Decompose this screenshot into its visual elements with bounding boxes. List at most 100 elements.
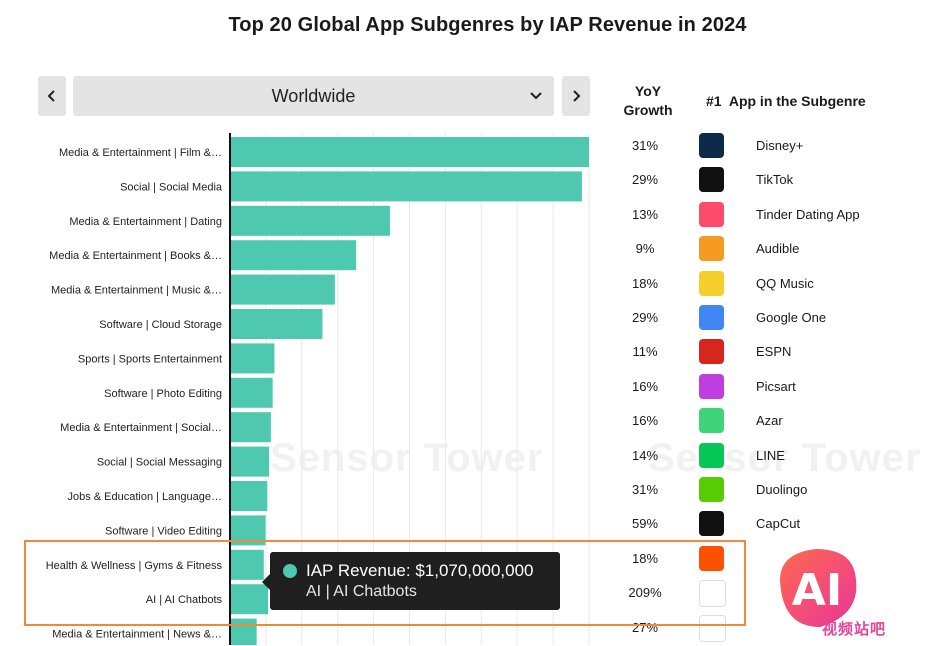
chevron-left-icon — [47, 90, 55, 102]
watermark-text: Sensor Tower — [270, 436, 544, 480]
category-label: Software | Cloud Storage — [99, 319, 222, 331]
app-name: Azar — [756, 413, 783, 429]
line-icon[interactable] — [699, 442, 724, 468]
espn-icon[interactable] — [699, 339, 724, 365]
bar[interactable] — [230, 618, 257, 645]
bar[interactable] — [230, 515, 266, 546]
app-name: Disney+ — [756, 138, 804, 153]
table-row: 31% Disney+ — [600, 130, 945, 164]
bar[interactable] — [230, 446, 270, 477]
yoy-growth-value: 29% — [631, 310, 659, 325]
chart-title: Top 20 Global App Subgenres by IAP Reven… — [228, 14, 747, 36]
app-name: Duolingo — [756, 482, 808, 497]
bar[interactable] — [230, 549, 264, 580]
yoy-growth-value: 18% — [631, 550, 659, 566]
bar-tooltip: IAP Revenue: $1,070,000,000 AI | AI Chat… — [262, 552, 560, 610]
table-row: 31% Duolingo — [600, 474, 945, 508]
region-select-value: Worldwide — [271, 85, 356, 106]
next-region-button[interactable] — [562, 76, 590, 116]
table-row: 13% Tinder Dating App — [600, 199, 945, 233]
table-row: 59% CapCut — [600, 508, 945, 542]
bar[interactable] — [230, 377, 273, 408]
bar[interactable] — [230, 171, 582, 202]
category-label: Media & Entertainment | Books &… — [49, 250, 222, 262]
category-label: Media & Entertainment | Music &… — [51, 285, 222, 297]
yoy-growth-header: YoY Growth — [615, 82, 681, 120]
yoy-header-line1: YoY — [634, 83, 662, 99]
app-name: Tinder Dating App — [756, 206, 860, 222]
nytimes-icon[interactable] — [699, 614, 726, 642]
top-app-header: #1 App in the Subgenre — [706, 93, 866, 109]
category-label: Software | Video Editing — [105, 525, 222, 537]
azar-icon[interactable] — [699, 408, 724, 434]
bar[interactable] — [230, 240, 357, 271]
badge-text: AI — [792, 565, 842, 616]
yoy-growth-value: 16% — [631, 413, 659, 429]
tooltip-value: IAP Revenue: $1,070,000,000 — [306, 561, 534, 580]
tiktok-icon[interactable] — [699, 167, 724, 193]
app-name: ESPN — [756, 344, 792, 360]
table-row: 18% QQ Music — [600, 268, 945, 302]
bar[interactable] — [230, 343, 275, 374]
category-label: Media & Entertainment | Social… — [60, 422, 222, 434]
duolingo-icon[interactable] — [699, 477, 724, 502]
bar[interactable] — [230, 137, 589, 167]
bar[interactable] — [230, 274, 335, 305]
category-label: AI | AI Chatbots — [146, 594, 223, 606]
table-row: 29% Google One — [600, 302, 945, 336]
tooltip-series-dot — [283, 564, 297, 578]
bar[interactable] — [230, 205, 390, 236]
chevron-right-icon — [573, 90, 581, 102]
picsart-icon[interactable] — [699, 373, 724, 399]
bar[interactable] — [230, 309, 323, 339]
yoy-growth-value: 29% — [631, 172, 659, 188]
previous-region-button[interactable] — [38, 76, 66, 116]
strava-icon[interactable] — [699, 545, 724, 571]
capcut-icon[interactable] — [699, 511, 724, 537]
bar[interactable] — [230, 412, 271, 443]
app-name: Audible — [756, 241, 800, 257]
table-row: 9% Audible — [600, 233, 945, 267]
tinder-icon[interactable] — [699, 201, 724, 227]
category-label: Health & Wellness | Gyms & Fitness — [46, 560, 223, 572]
watermark-text-right: Sensor Tower — [648, 436, 922, 480]
category-label: Jobs & Education | Language… — [67, 491, 222, 503]
disney-plus-icon[interactable] — [699, 133, 724, 158]
table-row: 27% — [600, 612, 945, 646]
category-label: Media & Entertainment | Film &… — [59, 147, 222, 159]
yoy-growth-value: 16% — [631, 378, 659, 394]
yoy-growth-value: 18% — [631, 275, 659, 291]
table-row: 14% LINE — [600, 440, 945, 474]
qq-music-icon[interactable] — [699, 270, 724, 296]
category-label: Media & Entertainment | News &… — [52, 629, 222, 641]
table-row: 16% Azar — [600, 405, 945, 439]
region-select[interactable]: Worldwide — [73, 76, 554, 116]
chatgpt-icon[interactable] — [699, 580, 726, 608]
category-label: Media & Entertainment | Dating — [69, 216, 222, 228]
yoy-growth-value: 14% — [631, 447, 659, 463]
app-name: TikTok — [756, 172, 794, 188]
ai-logo-badge: AI — [780, 549, 857, 627]
google-one-icon[interactable] — [699, 305, 724, 330]
audible-icon[interactable] — [699, 236, 724, 262]
bar[interactable] — [230, 584, 269, 615]
table-row: 29% TikTok — [600, 164, 945, 198]
table-row: 18% — [600, 543, 945, 577]
category-label: Social | Social Messaging — [97, 457, 222, 469]
table-row: 209% — [600, 577, 945, 611]
yoy-growth-value: 11% — [632, 344, 658, 360]
bar[interactable] — [230, 481, 268, 511]
tooltip-arrow — [262, 574, 270, 590]
app-name: LINE — [756, 447, 785, 463]
yoy-growth-value: 59% — [631, 516, 659, 532]
category-label: Software | Photo Editing — [104, 388, 222, 400]
yoy-growth-value: 9% — [635, 241, 655, 257]
table-row: 11% ESPN — [600, 336, 945, 370]
category-label: Sports | Sports Entertainment — [78, 353, 222, 365]
yoy-growth-value: 13% — [631, 206, 659, 222]
category-label: Social | Social Media — [120, 181, 223, 193]
chevron-down-icon — [530, 92, 542, 100]
yoy-header-line2: Growth — [623, 102, 673, 118]
tooltip-category: AI | AI Chatbots — [306, 583, 417, 600]
yoy-growth-value: 31% — [631, 138, 659, 153]
